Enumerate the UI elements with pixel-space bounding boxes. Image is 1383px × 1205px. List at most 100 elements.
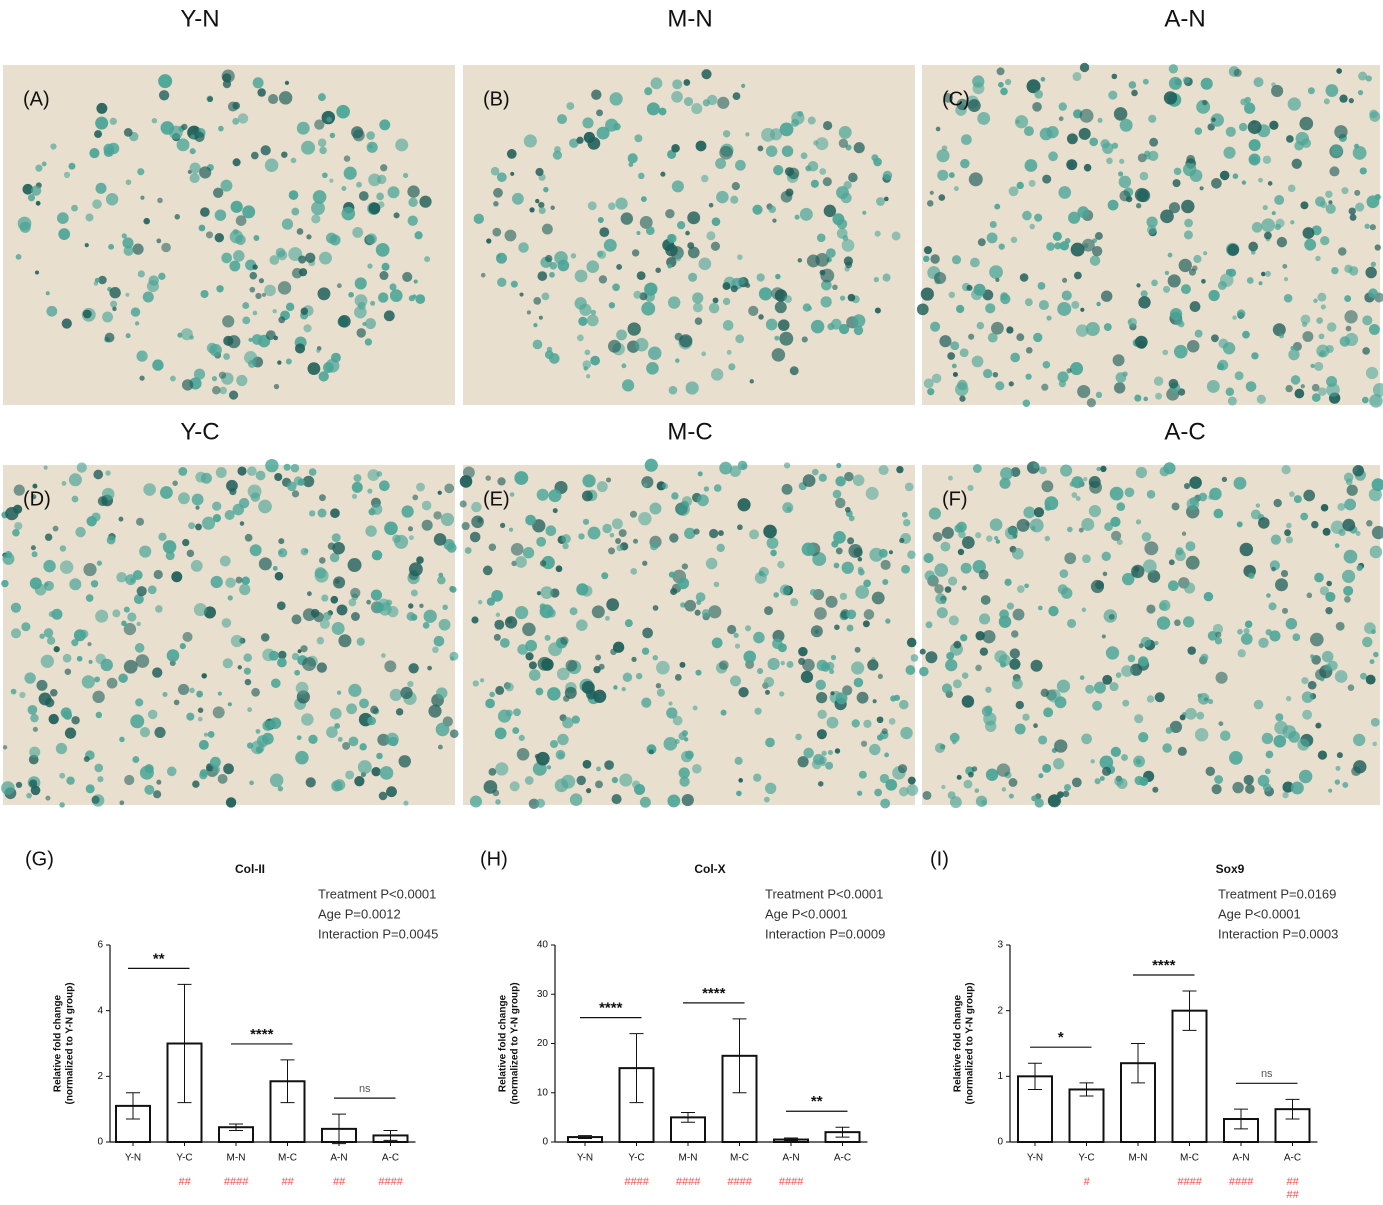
cell bbox=[1325, 203, 1336, 214]
cell bbox=[144, 784, 155, 795]
cell bbox=[852, 314, 866, 328]
cell bbox=[592, 689, 607, 703]
cell bbox=[1077, 206, 1090, 218]
cell bbox=[1060, 464, 1073, 477]
cell bbox=[946, 651, 955, 660]
cell bbox=[1331, 266, 1339, 275]
cell bbox=[341, 186, 347, 191]
cell bbox=[1016, 585, 1025, 593]
cell bbox=[278, 91, 293, 105]
cell bbox=[210, 575, 223, 589]
cell bbox=[1097, 117, 1103, 123]
cell bbox=[497, 477, 506, 486]
cell bbox=[535, 798, 546, 808]
cell bbox=[1342, 569, 1356, 583]
cell bbox=[393, 212, 400, 219]
cell bbox=[826, 248, 836, 258]
cell bbox=[158, 532, 167, 541]
cell bbox=[771, 348, 786, 362]
cell bbox=[783, 462, 791, 469]
cell bbox=[408, 295, 415, 302]
cell bbox=[63, 171, 71, 178]
cell bbox=[1271, 566, 1276, 572]
cell bbox=[1205, 766, 1216, 777]
cell bbox=[43, 465, 48, 470]
cell bbox=[170, 375, 176, 382]
cell bbox=[935, 126, 941, 132]
cell bbox=[802, 658, 815, 672]
error-bar bbox=[126, 1092, 140, 1120]
annotation: Treatment P=0.0169 bbox=[1218, 886, 1336, 901]
cell bbox=[773, 165, 784, 176]
cell bbox=[715, 158, 727, 169]
cell bbox=[252, 77, 264, 89]
panel-label: (C) bbox=[942, 88, 970, 110]
cell bbox=[774, 335, 780, 341]
cell bbox=[1355, 531, 1361, 536]
cell bbox=[105, 470, 111, 476]
cell bbox=[50, 143, 57, 150]
cell bbox=[291, 614, 302, 625]
cell bbox=[1024, 298, 1033, 307]
cell bbox=[153, 790, 162, 799]
cell bbox=[1286, 135, 1294, 143]
cell bbox=[480, 678, 485, 683]
cell bbox=[351, 493, 358, 500]
cell bbox=[1048, 605, 1059, 617]
cell bbox=[491, 589, 503, 602]
cell bbox=[994, 535, 999, 541]
significance-label: ns bbox=[1261, 1068, 1273, 1080]
cell bbox=[277, 250, 288, 261]
cell bbox=[209, 343, 222, 357]
cell bbox=[1008, 793, 1014, 799]
cell bbox=[188, 522, 196, 530]
cell bbox=[370, 300, 376, 306]
cell bbox=[1068, 211, 1081, 224]
cell bbox=[12, 504, 23, 514]
cell bbox=[295, 750, 309, 765]
cell bbox=[833, 562, 840, 569]
cell bbox=[125, 292, 130, 297]
cell bbox=[903, 519, 911, 527]
cell bbox=[1134, 394, 1142, 402]
cell bbox=[139, 726, 151, 738]
cell bbox=[342, 741, 351, 750]
cell bbox=[193, 368, 206, 380]
cell bbox=[419, 195, 432, 208]
cell bbox=[343, 166, 357, 180]
cell bbox=[878, 464, 889, 476]
cell bbox=[995, 277, 1000, 283]
cell bbox=[549, 261, 558, 270]
cell bbox=[547, 687, 561, 701]
significance-label: **** bbox=[702, 985, 726, 1002]
cell bbox=[1369, 545, 1383, 559]
cell bbox=[319, 618, 330, 630]
cell bbox=[734, 756, 743, 765]
cell bbox=[348, 291, 354, 298]
cell bbox=[972, 82, 985, 95]
cell bbox=[1105, 646, 1120, 660]
cell bbox=[1354, 143, 1359, 149]
cell bbox=[248, 337, 253, 342]
cell bbox=[1089, 255, 1101, 266]
cell bbox=[1085, 322, 1100, 336]
cell bbox=[719, 660, 729, 670]
cell bbox=[1096, 466, 1101, 472]
cell bbox=[1315, 196, 1326, 207]
cell bbox=[631, 656, 637, 662]
cell bbox=[1262, 204, 1268, 211]
cell bbox=[610, 648, 617, 656]
cell bbox=[381, 653, 386, 658]
cell bbox=[979, 647, 989, 656]
cell bbox=[513, 708, 521, 717]
cell bbox=[407, 526, 414, 532]
cell bbox=[387, 186, 400, 199]
cell bbox=[848, 515, 855, 522]
cell bbox=[816, 233, 826, 243]
cell bbox=[1046, 242, 1055, 251]
cell bbox=[1374, 193, 1381, 201]
cell bbox=[619, 773, 633, 787]
cell bbox=[1347, 684, 1355, 692]
cell bbox=[533, 323, 538, 328]
cell bbox=[595, 780, 603, 789]
